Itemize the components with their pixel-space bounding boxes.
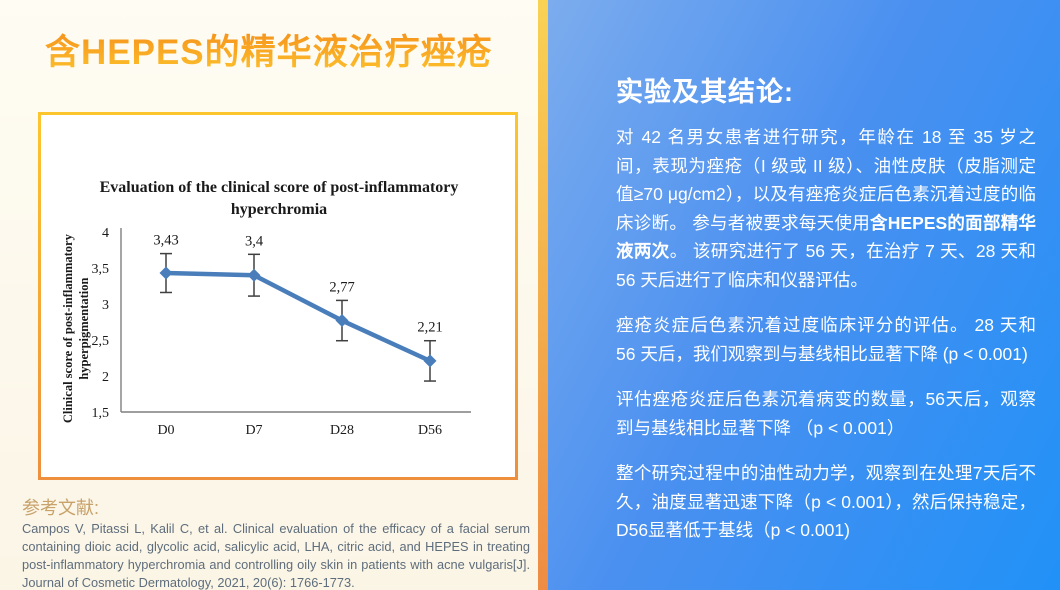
conclusions-heading: 实验及其结论: (616, 77, 794, 107)
svg-text:2,21: 2,21 (417, 320, 442, 336)
svg-text:3: 3 (102, 298, 109, 313)
paragraph-text: 对 42 名男女患者进行研究，年龄在 18 至 35 岁之间，表现为痤疮（I 级… (616, 127, 1036, 233)
svg-text:3,43: 3,43 (153, 233, 178, 249)
conclusion-paragraph-2: 痤疮炎症后色素沉着过度临床评分的评估。 28 天和 56 天后，我们观察到与基线… (616, 315, 1036, 364)
svg-text:D0: D0 (157, 423, 174, 438)
svg-text:D56: D56 (418, 423, 442, 438)
svg-text:2: 2 (102, 370, 109, 385)
svg-text:D28: D28 (330, 423, 354, 438)
page-title: 含HEPES的精华液治疗痤疮 (45, 24, 493, 75)
reference-citation: Campos V, Pitassi L, Kalil C, et al. Cli… (22, 521, 530, 590)
right-panel: 实验及其结论: 对 42 名男女患者进行研究，年龄在 18 至 35 岁之间，表… (548, 0, 1060, 590)
conclusion-paragraph-1: 对 42 名男女患者进行研究，年龄在 18 至 35 岁之间，表现为痤疮（I 级… (616, 123, 1036, 294)
chart-card: Evaluation of the clinical score of post… (38, 112, 518, 480)
divider-stripe (538, 0, 548, 590)
conclusion-paragraph-4: 整个研究过程中的油性动力学，观察到在处理7天后不久，油度显著迅速下降（p < 0… (616, 463, 1036, 540)
svg-text:1,5: 1,5 (92, 406, 110, 421)
conclusion-paragraph-3: 评估痤疮炎症后色素沉着病变的数量，56天后，观察到与基线相比显著下降 （p < … (616, 389, 1036, 438)
svg-text:4: 4 (102, 226, 109, 241)
chart-title: Evaluation of the clinical score of post… (99, 179, 459, 218)
paragraph-text: 。 该研究进行了 56 天，在治疗 7 天、28 天和 56 天后进行了临床和仪… (616, 241, 1037, 290)
left-panel: 含HEPES的精华液治疗痤疮 Evaluation of the clinica… (0, 0, 538, 590)
reference-label: 参考文献: (22, 498, 100, 518)
svg-text:D7: D7 (245, 423, 262, 438)
svg-text:3,4: 3,4 (245, 233, 264, 249)
paragraph-bold-text: 含HEPES的面部精华液两次 (616, 212, 1036, 262)
chart-plot: 4 3,5 3 2,5 2 1,5 D0 D7 D28 D56 3,43 3,4 2,77 2,21 (92, 226, 471, 438)
svg-text:2,5: 2,5 (92, 334, 110, 349)
svg-text:3,5: 3,5 (92, 262, 110, 277)
svg-text:2,77: 2,77 (329, 279, 354, 295)
